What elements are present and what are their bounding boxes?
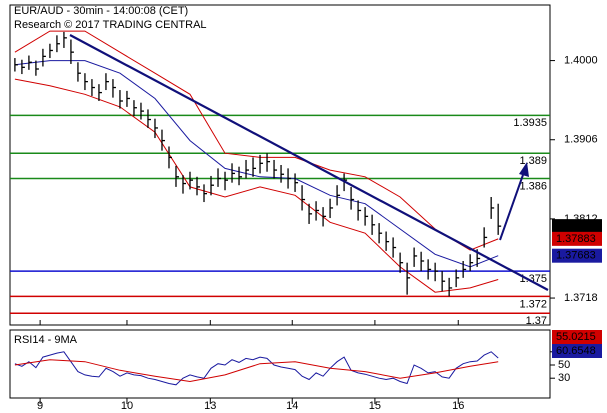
y-tick-label: 1.3718 [564,292,598,304]
x-tick-label: 16 [452,400,464,412]
x-tick-label: 10 [121,400,133,412]
x-tick-label: 15 [369,400,381,412]
last-value-label: 1.37883 [556,233,596,245]
last-value-label: 1.38034 [556,220,596,232]
arrow-head [519,162,529,177]
y-tick-label: 50 [558,359,570,371]
rsi-line [14,351,499,386]
x-tick-label: 9 [37,400,43,412]
level-label: 1.37 [526,315,547,327]
trend-line [69,34,549,291]
chart-title: EUR/AUD - 30min - 14:00:08 (CET) [14,5,188,17]
level-label: 1.3935 [513,117,547,129]
last-value-label: 60.6548 [556,345,596,357]
price-panel [9,4,551,326]
level-label: 1.389 [519,155,547,167]
level-label: 1.375 [519,273,547,285]
last-value-box [552,330,602,344]
rsi-title: RSI14 - 9MA [14,334,78,346]
last-value-box [552,219,602,234]
y-tick-label: 1.3906 [564,134,598,146]
last-value-box [552,231,602,246]
last-value-box [552,344,602,358]
chart-subtitle: Research © 2017 TRADING CENTRAL [14,19,207,31]
rsi-line [14,359,499,383]
level-label: 1.372 [519,298,547,310]
x-tick-label: 14 [286,400,298,412]
last-value-label: 1.37683 [556,250,596,262]
forecast-arrow [499,171,525,241]
x-tick-label: 13 [204,400,216,412]
overlay-line [14,78,499,293]
last-value-box [552,248,602,263]
y-tick-label: 30 [558,372,570,384]
y-tick-label: 1.4000 [564,54,598,66]
rsi-panel [9,329,551,399]
level-label: 1.386 [519,180,547,192]
overlay-line [14,30,499,251]
overlay-line [14,60,499,268]
last-value-label: 55.0215 [556,331,596,343]
